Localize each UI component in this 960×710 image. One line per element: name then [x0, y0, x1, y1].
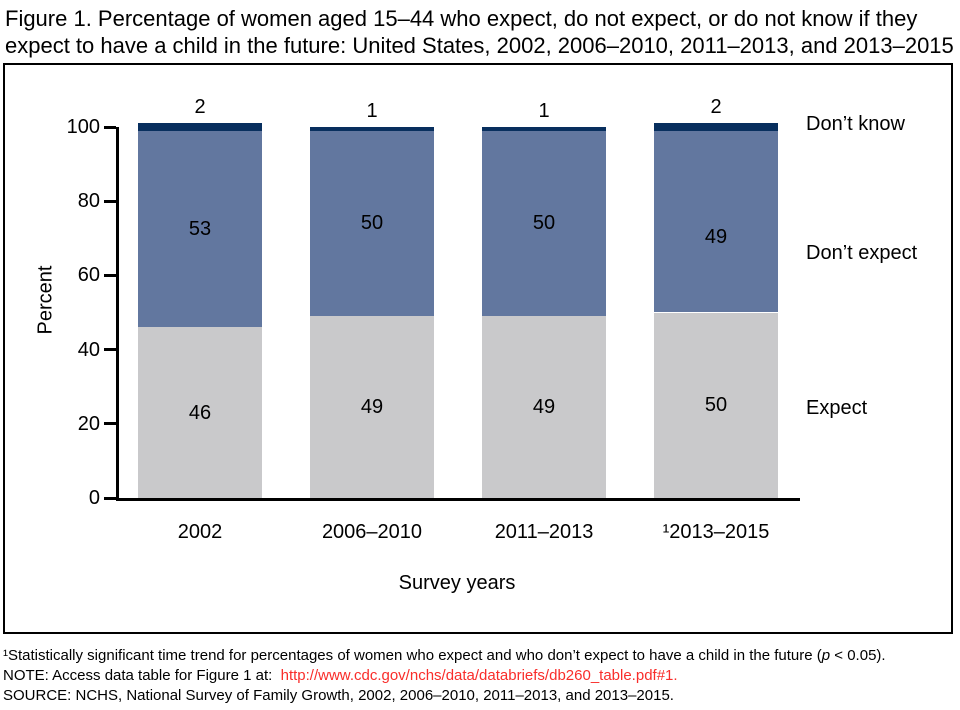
segment-value-label: 53: [188, 218, 212, 241]
y-axis-line: [116, 127, 119, 501]
dont-know-value-label: 1: [366, 100, 378, 122]
segment-value-label: 50: [360, 212, 384, 235]
x-axis-title: Survey years: [398, 572, 516, 594]
bar-segment-2: [654, 123, 778, 131]
dont-know-value-label: 2: [194, 96, 206, 119]
footnote-p-italic: p: [821, 647, 831, 664]
bar-segment-0: [310, 316, 434, 498]
y-tick: [104, 273, 116, 277]
footnote-note-suffix: .: [673, 667, 678, 684]
data-table-link[interactable]: http://www.cdc.gov/nchs/data/databriefs/…: [280, 667, 674, 684]
series-label-0: Expect: [806, 397, 868, 419]
figure-title-line1: Figure 1. Percentage of women aged 15–44…: [5, 6, 918, 31]
footnotes: ¹Statistically significant time trend fo…: [3, 646, 886, 706]
y-tick-label: 60: [77, 264, 100, 287]
bar-segment-2: [138, 123, 262, 131]
footnote-significance: ¹Statistically significant time trend fo…: [3, 646, 886, 666]
y-tick-label: 0: [88, 487, 100, 509]
y-tick: [104, 348, 116, 352]
y-tick: [104, 496, 116, 500]
bar-segment-2: [482, 127, 606, 131]
segment-value-label: 49: [360, 396, 384, 419]
footnote-note: NOTE: Access data table for Figure 1 at:…: [3, 666, 886, 686]
footnote-source: SOURCE: NCHS, National Survey of Family …: [3, 687, 674, 704]
figure-title-line2: expect to have a child in the future: Un…: [5, 33, 954, 58]
footnote-significance-pre: ¹Statistically significant time trend fo…: [3, 647, 822, 664]
category-label: ¹2013–2015: [662, 521, 770, 543]
bar-segment-0: [654, 312, 778, 498]
category-label: 2011–2013: [494, 521, 594, 543]
y-tick: [104, 422, 116, 426]
bar-segment-1: [138, 130, 262, 328]
y-tick-label: 100: [66, 116, 100, 138]
segment-value-label: 46: [188, 401, 212, 424]
segment-value-label: 49: [532, 396, 556, 419]
y-tick-label: 80: [77, 190, 100, 213]
bar-segment-2: [310, 127, 434, 131]
dont-know-value-label: 1: [538, 100, 550, 122]
segment-value-label: 50: [704, 394, 728, 417]
series-label-1: Don’t expect: [806, 242, 918, 264]
bar-segment-1: [482, 130, 606, 317]
dont-know-value-label: 2: [710, 96, 722, 119]
y-tick: [104, 199, 116, 203]
y-tick-label: 40: [77, 338, 100, 361]
bar-segment-0: [138, 327, 262, 498]
y-tick-label: 20: [77, 412, 100, 435]
x-axis-line: [116, 498, 800, 501]
figure-title: Figure 1. Percentage of women aged 15–44…: [5, 5, 954, 59]
footnote-significance-post: < 0.05).: [830, 647, 886, 664]
bar-segment-1: [654, 130, 778, 313]
bar-segment-0: [482, 316, 606, 498]
segment-value-label: 49: [704, 225, 728, 248]
category-label: 2002: [177, 521, 223, 543]
segment-value-label: 50: [532, 212, 556, 235]
footnote-note-prefix: NOTE: Access data table for Figure 1 at:: [3, 667, 281, 684]
series-label-2: Don’t know: [806, 113, 905, 135]
category-label: 2006–2010: [321, 521, 423, 543]
bar-segment-1: [310, 130, 434, 317]
y-tick: [104, 125, 116, 129]
